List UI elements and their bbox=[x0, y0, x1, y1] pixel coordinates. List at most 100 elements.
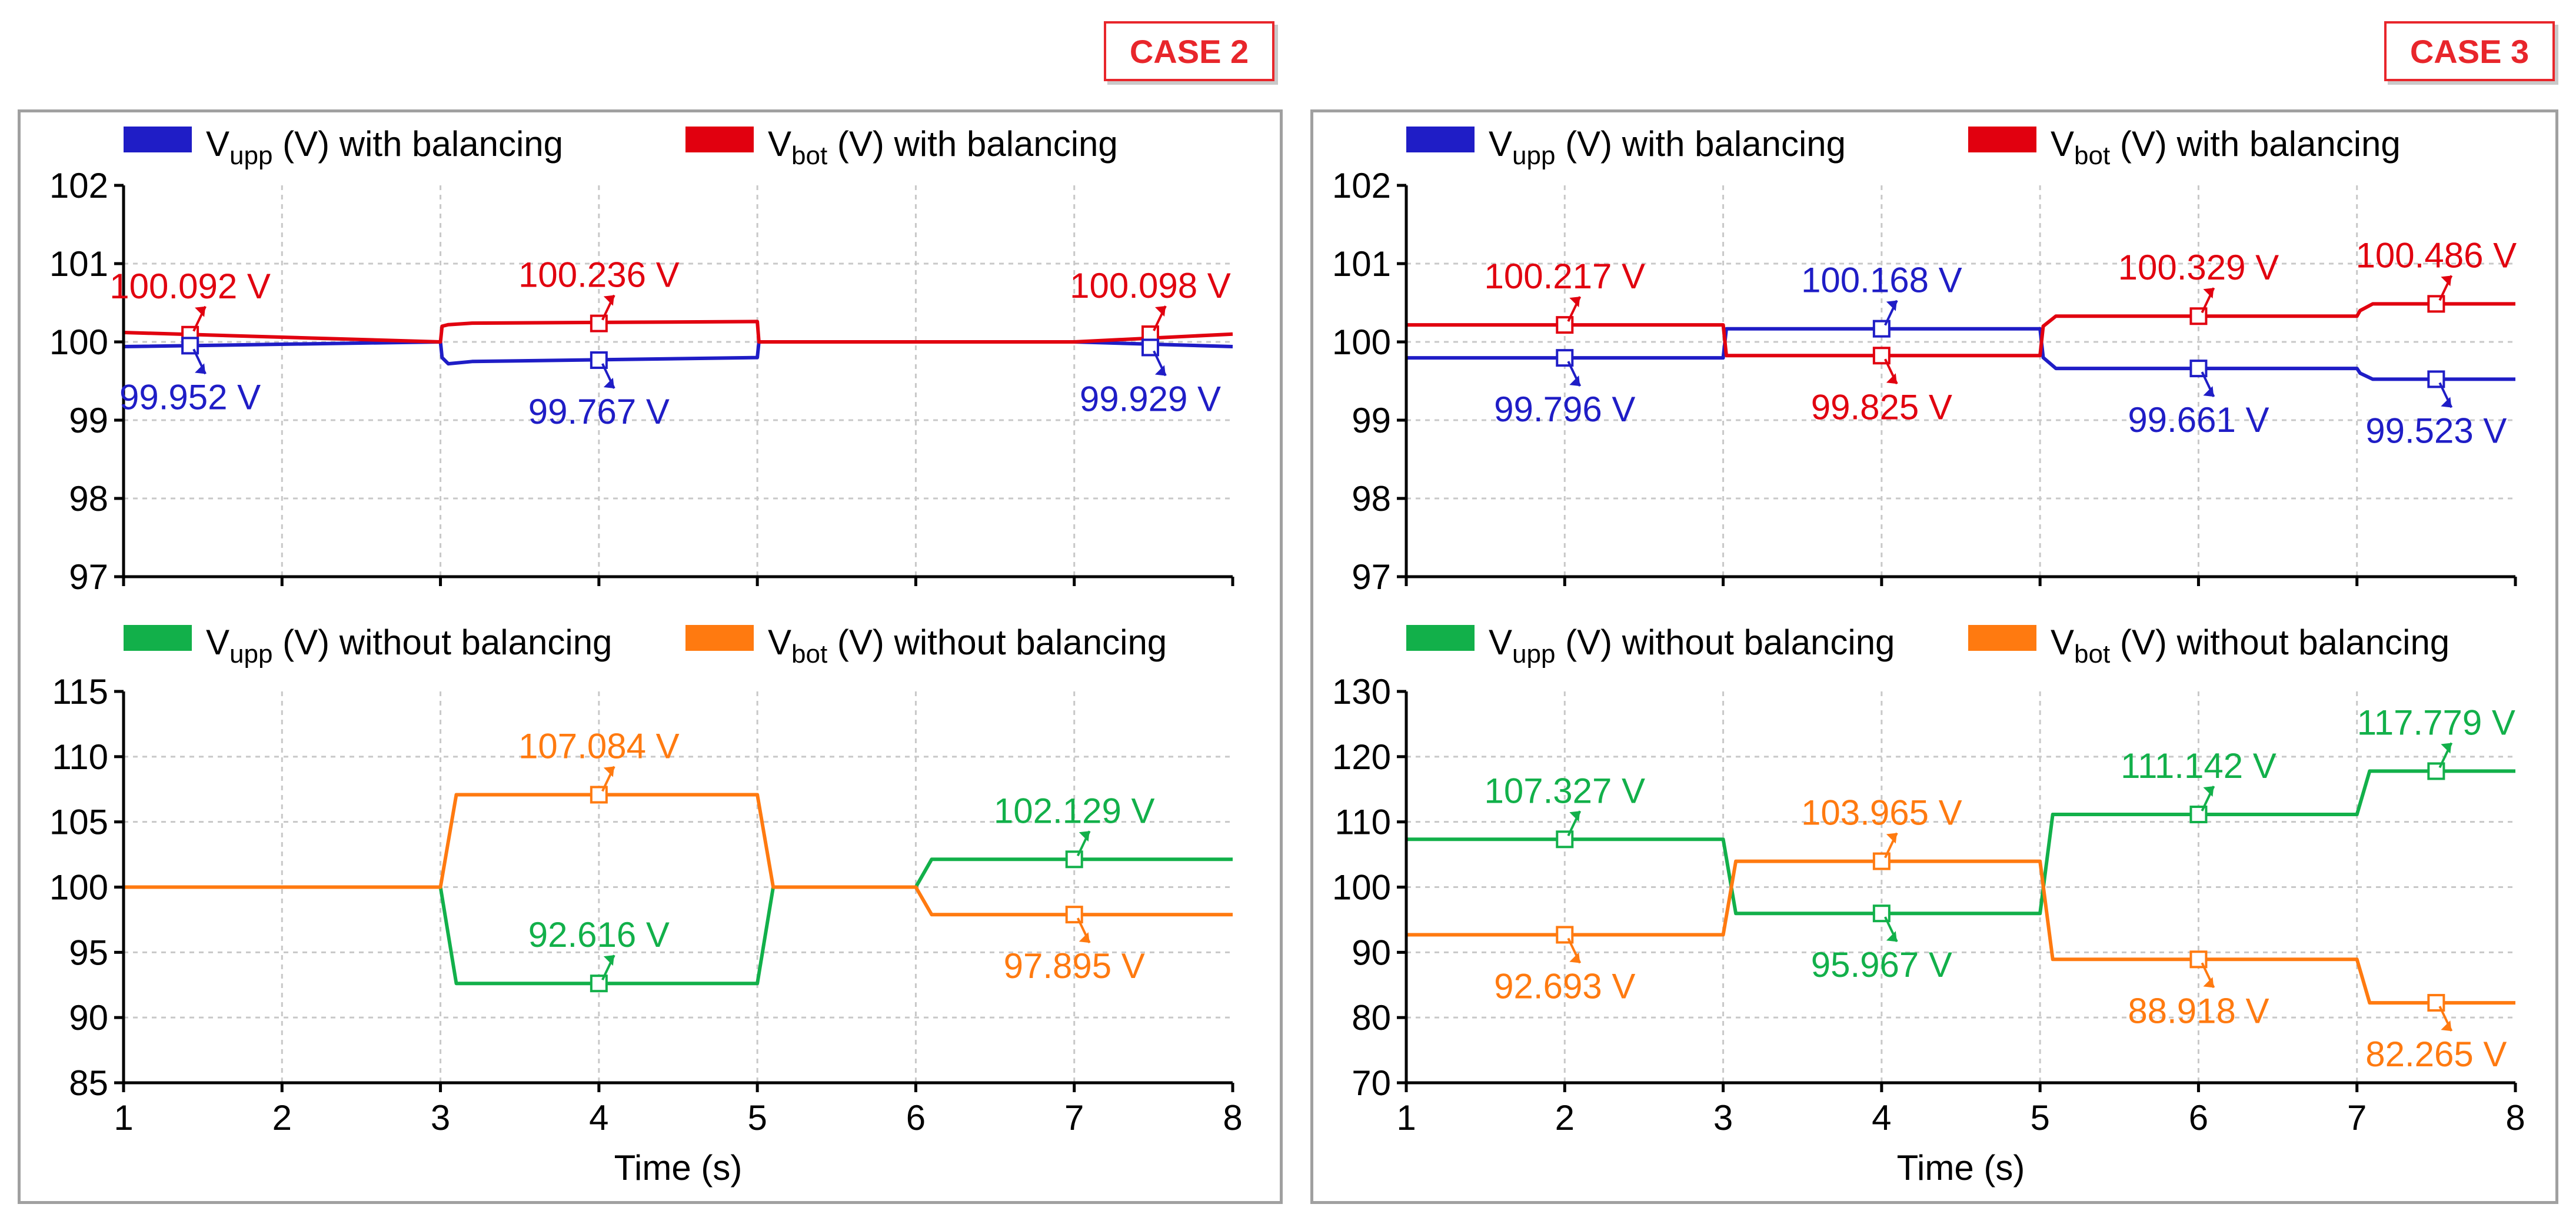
x-tick-label: 8 bbox=[2505, 1098, 2525, 1137]
data-label: 99.929 V bbox=[1080, 379, 1221, 418]
data-label: 100.098 V bbox=[1070, 266, 1231, 305]
chart-0: 97 98 99 100 101 102 Vupp (V) with balancing Vb… bbox=[49, 124, 1234, 597]
arrow-head bbox=[1079, 932, 1090, 943]
data-label: 111.142 V bbox=[2121, 746, 2277, 786]
y-tick-label: 90 bbox=[69, 998, 108, 1037]
legend-swatch bbox=[1406, 625, 1475, 651]
arrow-head bbox=[1569, 952, 1580, 963]
y-tick-label: 130 bbox=[1332, 672, 1391, 711]
case-3-panel bbox=[1310, 109, 2558, 1204]
series-line-bot_without bbox=[124, 793, 1233, 917]
legend-swatch bbox=[685, 625, 754, 651]
legend-swatch bbox=[124, 625, 192, 651]
case-3-label: CASE 3 bbox=[2384, 21, 2555, 81]
arrow-head bbox=[2203, 977, 2214, 988]
marker-square bbox=[1872, 852, 1891, 870]
x-tick-label: 4 bbox=[1872, 1098, 1891, 1137]
y-tick-label: 101 bbox=[1332, 244, 1391, 284]
legend-swatch bbox=[1968, 127, 2036, 152]
marker-square bbox=[1872, 347, 1891, 365]
y-tick-label: 120 bbox=[1332, 737, 1391, 777]
arrow-head bbox=[1886, 833, 1897, 844]
y-tick-label: 100 bbox=[49, 322, 108, 362]
data-label: 100.217 V bbox=[1484, 257, 1645, 296]
y-tick-label: 102 bbox=[1332, 166, 1391, 205]
data-label: 100.236 V bbox=[518, 255, 680, 295]
data-label: 99.796 V bbox=[1494, 390, 1635, 429]
x-axis-label: Time (s) bbox=[1897, 1148, 2025, 1188]
y-tick-label: 97 bbox=[1352, 557, 1391, 597]
y-tick-label: 98 bbox=[69, 479, 108, 518]
legend-swatch bbox=[685, 127, 754, 152]
case-2-label: CASE 2 bbox=[1104, 21, 1274, 81]
x-tick-label: 2 bbox=[272, 1098, 292, 1137]
legend-label: Vbot (V) without balancing bbox=[2051, 623, 2449, 668]
series-line-upp_without bbox=[124, 857, 1233, 986]
x-tick-label: 4 bbox=[589, 1098, 608, 1137]
y-tick-label: 99 bbox=[1352, 401, 1391, 440]
arrow-head bbox=[195, 363, 206, 374]
legend-label: Vbot (V) with balancing bbox=[2051, 124, 2401, 170]
y-tick-label: 102 bbox=[49, 166, 108, 205]
chart-2: 97 98 99 100 101 102 Vupp (V) with balancing Vb… bbox=[1332, 124, 2517, 597]
legend-label: Vupp (V) with balancing bbox=[206, 124, 563, 170]
arrow-head bbox=[603, 377, 614, 388]
arrow-head bbox=[2441, 1020, 2452, 1032]
arrow-head bbox=[1154, 305, 1166, 317]
series-line-bot_with bbox=[1406, 302, 2515, 358]
data-label: 100.486 V bbox=[2356, 235, 2517, 275]
legend-swatch bbox=[1968, 625, 2036, 651]
data-label: 99.767 V bbox=[528, 392, 670, 431]
y-tick-label: 105 bbox=[49, 803, 108, 842]
arrow-head bbox=[1079, 831, 1090, 842]
data-label: 100.168 V bbox=[1801, 261, 1962, 300]
y-tick-label: 110 bbox=[52, 737, 108, 777]
arrow-head bbox=[603, 955, 614, 966]
y-tick-label: 100 bbox=[1332, 322, 1391, 362]
data-label: 99.825 V bbox=[1811, 387, 1952, 427]
series-line-upp_with bbox=[123, 340, 1233, 366]
x-tick-label: 8 bbox=[1223, 1098, 1242, 1137]
x-tick-label: 3 bbox=[431, 1098, 450, 1137]
data-label: 117.779 V bbox=[2357, 703, 2515, 742]
x-tick-label: 6 bbox=[906, 1098, 926, 1137]
data-label: 99.523 V bbox=[2365, 411, 2507, 450]
data-label: 100.092 V bbox=[109, 267, 271, 306]
arrow-head bbox=[1886, 931, 1897, 942]
case-2-panel bbox=[18, 109, 1283, 1204]
legend-label: Vbot (V) with balancing bbox=[768, 124, 1118, 170]
y-tick-label: 90 bbox=[1352, 933, 1391, 972]
y-tick-label: 98 bbox=[1352, 479, 1391, 518]
data-label: 107.084 V bbox=[518, 726, 680, 766]
marker-square bbox=[1141, 338, 1159, 357]
chart-3: 70 80 90 100 110 120 130 1 2 3 4 5 6 7 8 Time (s) Vupp (… bbox=[1332, 623, 2525, 1188]
arrow-head bbox=[2203, 386, 2214, 397]
series-line-bot_without bbox=[1406, 859, 2515, 1005]
arrow-head bbox=[2203, 288, 2214, 299]
marker-square bbox=[2427, 762, 2445, 780]
data-label: 100.329 V bbox=[2118, 248, 2279, 287]
x-tick-label: 6 bbox=[2189, 1098, 2208, 1137]
arrow-head bbox=[2203, 786, 2214, 797]
data-label: 102.129 V bbox=[994, 791, 1155, 830]
series-line-bot_with bbox=[123, 320, 1233, 344]
x-tick-label: 7 bbox=[2347, 1098, 2367, 1137]
arrow-head bbox=[603, 295, 614, 306]
y-tick-label: 70 bbox=[1352, 1063, 1391, 1103]
arrow-head bbox=[1569, 297, 1580, 308]
data-label: 95.967 V bbox=[1811, 945, 1952, 984]
data-label: 103.965 V bbox=[1801, 793, 1962, 833]
y-tick-label: 97 bbox=[69, 557, 108, 597]
arrow-head bbox=[2441, 397, 2452, 408]
x-tick-label: 3 bbox=[1713, 1098, 1733, 1137]
legend-swatch bbox=[124, 127, 192, 152]
x-tick-label: 1 bbox=[1396, 1098, 1416, 1137]
legend-label: Vupp (V) with balancing bbox=[1489, 124, 1846, 170]
y-tick-label: 100 bbox=[49, 868, 108, 907]
x-tick-label: 7 bbox=[1064, 1098, 1084, 1137]
data-label: 92.693 V bbox=[1494, 966, 1635, 1006]
arrow-head bbox=[1569, 375, 1580, 387]
arrow-head bbox=[2441, 743, 2452, 754]
marker-square bbox=[590, 314, 608, 332]
